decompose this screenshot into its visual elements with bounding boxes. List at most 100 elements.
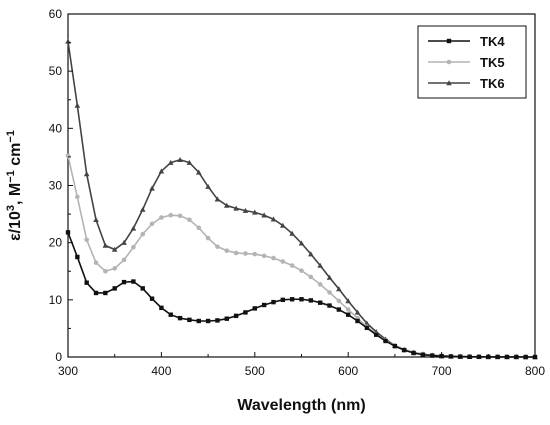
data-point-tk5 — [243, 251, 248, 256]
data-point-tk6 — [102, 242, 109, 248]
data-point-tk4 — [243, 310, 248, 315]
data-point-tk4 — [364, 325, 370, 331]
data-point-tk5 — [345, 307, 351, 312]
data-point-tk6 — [158, 168, 165, 174]
data-point-tk4 — [233, 313, 239, 319]
data-point-tk4 — [280, 297, 286, 303]
data-point-tk4 — [84, 280, 89, 285]
data-point-tk5 — [103, 268, 108, 274]
data-point-tk6 — [280, 222, 286, 228]
data-point-tk6 — [205, 183, 211, 189]
data-point-tk6 — [83, 171, 90, 177]
data-point-tk6 — [139, 206, 146, 212]
data-point-tk4 — [504, 354, 510, 360]
x-axis-title: Wavelength (nm) — [237, 397, 365, 414]
data-point-tk4 — [177, 315, 183, 321]
data-point-tk6 — [233, 205, 239, 211]
y-tick-label: 20 — [49, 236, 63, 250]
data-point-tk4 — [346, 312, 351, 317]
data-point-tk5 — [233, 250, 239, 256]
legend-label-tk5: TK5 — [480, 55, 505, 70]
data-point-tk6 — [308, 251, 314, 257]
data-point-tk5 — [93, 260, 99, 265]
data-point-tk4 — [65, 230, 71, 235]
data-point-tk4 — [336, 307, 342, 312]
data-point-tk5 — [252, 251, 258, 257]
data-point-tk6 — [354, 309, 361, 315]
y-axis-title-superscript: −1 — [5, 170, 17, 183]
data-point-tk6 — [149, 185, 155, 191]
data-point-tk4 — [355, 318, 360, 324]
y-axis-title-part: cm — [7, 143, 24, 171]
data-point-tk5 — [168, 212, 174, 218]
data-point-tk4 — [374, 332, 379, 337]
data-point-tk4 — [420, 352, 426, 357]
data-point-tk4 — [103, 290, 108, 296]
data-point-tk5 — [299, 268, 304, 273]
legend-item-tk6: TK6 — [428, 76, 505, 91]
data-point-tk6 — [317, 262, 323, 268]
data-point-tk6 — [252, 209, 258, 215]
data-point-tk4 — [112, 286, 117, 291]
legend-marker-tk6 — [446, 80, 452, 86]
data-point-tk4 — [327, 303, 332, 308]
data-point-tk5 — [261, 253, 267, 259]
data-point-tk6 — [74, 102, 81, 108]
data-point-tk4 — [308, 298, 314, 303]
x-tick-label: 700 — [432, 364, 452, 378]
data-point-tk4 — [149, 296, 155, 301]
data-point-tk5 — [149, 221, 155, 227]
data-point-tk5 — [177, 213, 183, 219]
x-tick-label: 500 — [245, 364, 265, 378]
data-point-tk5 — [336, 298, 342, 304]
data-point-tk5 — [308, 274, 314, 280]
data-point-tk6 — [326, 274, 333, 280]
data-point-tk4 — [495, 354, 500, 360]
legend-item-tk5: TK5 — [428, 55, 505, 70]
y-axis-title-part: , M — [7, 183, 24, 205]
data-point-tk6 — [177, 156, 183, 163]
x-tick-label: 600 — [338, 364, 358, 378]
data-point-tk5 — [224, 248, 230, 253]
data-point-tk4 — [224, 316, 229, 321]
data-point-tk5 — [317, 282, 323, 287]
data-point-tk4 — [411, 350, 416, 356]
legend-marker-tk4 — [446, 38, 452, 44]
data-point-tk4 — [317, 300, 323, 305]
data-point-tk4 — [187, 317, 192, 323]
data-point-tk4 — [448, 354, 454, 359]
x-tick-label: 300 — [58, 364, 78, 378]
data-point-tk4 — [514, 354, 519, 360]
series-line-tk4 — [67, 232, 535, 358]
series-line-tk5 — [67, 155, 535, 358]
data-point-tk5 — [140, 231, 146, 237]
y-axis-title-superscript: −1 — [5, 130, 17, 143]
x-tick-label: 800 — [525, 364, 545, 378]
data-point-tk4 — [140, 286, 145, 291]
data-point-tk6 — [186, 159, 193, 165]
data-point-tk5 — [131, 244, 136, 250]
data-point-tk5 — [205, 235, 211, 241]
data-point-tk5 — [215, 244, 220, 249]
data-point-tk6 — [223, 202, 230, 208]
x-tick-label: 400 — [151, 364, 171, 378]
data-point-tk5 — [196, 225, 202, 231]
data-point-tk6 — [167, 159, 174, 165]
data-point-tk4 — [252, 306, 257, 311]
y-axis-title: ε/103, M−1 cm−1 — [5, 130, 24, 241]
data-point-tk4 — [131, 279, 136, 284]
data-point-tk6 — [270, 216, 277, 222]
series-tk4 — [65, 230, 538, 360]
data-point-tk6 — [336, 286, 342, 292]
data-point-tk4 — [402, 347, 407, 353]
data-point-tk6 — [214, 196, 221, 202]
data-point-tk4 — [392, 343, 398, 349]
data-point-tk4 — [93, 290, 99, 296]
legend-label-tk4: TK4 — [480, 34, 505, 49]
legend-item-tk4: TK4 — [428, 34, 505, 49]
data-point-tk6 — [364, 320, 370, 326]
data-point-tk6 — [289, 230, 295, 236]
data-point-tk4 — [523, 354, 528, 360]
